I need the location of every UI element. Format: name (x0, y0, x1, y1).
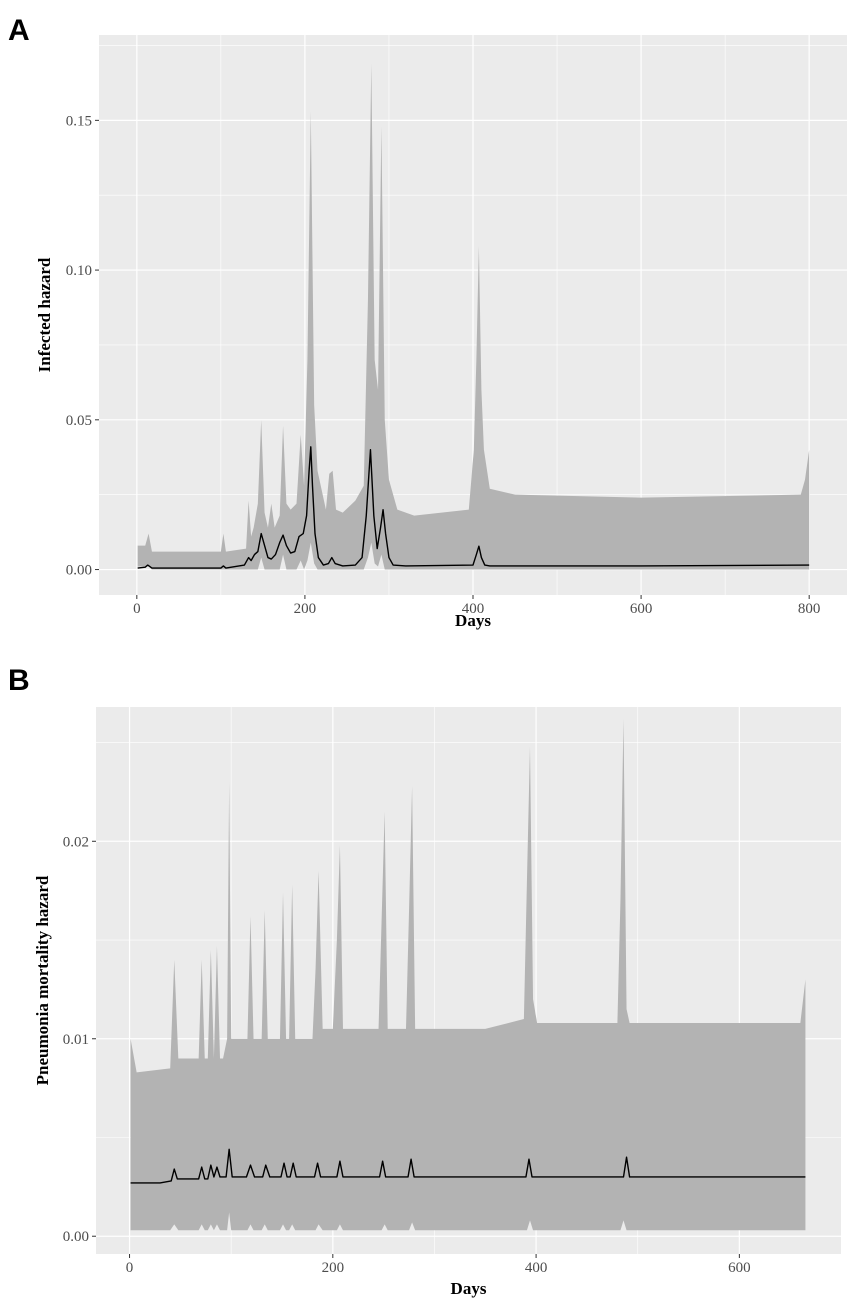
y-tick-label: 0.15 (66, 113, 92, 129)
panel-a-uncertainty-band (137, 63, 810, 570)
y-tick-label: 0.01 (63, 1032, 89, 1048)
panel-b-mean-line (130, 1148, 806, 1184)
x-tick-label: 200 (322, 1260, 345, 1276)
panel-b-uncertainty-band (130, 718, 806, 1231)
y-tick-label: 0.00 (66, 563, 92, 579)
panel-a: A 0 200 400 600 800 0.00 0.05 0.10 0.15 Days Inf… (8, 14, 847, 630)
panel-b: B 0 200 400 600 0.00 0.01 0.02 Days Pneumonia … (8, 664, 841, 1298)
x-tick-label: 0 (126, 1260, 134, 1276)
x-tick-label: 600 (728, 1260, 751, 1276)
y-tick-label: 0.00 (63, 1229, 89, 1245)
x-tick-label: 200 (294, 601, 317, 617)
x-tick-label: 400 (525, 1260, 548, 1276)
panel-b-label: B (8, 664, 30, 697)
x-tick-label: 600 (630, 601, 653, 617)
panel-a-x-axis-title: Days (455, 611, 491, 630)
y-tick-label: 0.10 (66, 263, 92, 279)
panel-b-ticks: 0 200 400 600 0.00 0.01 0.02 (63, 834, 751, 1276)
panel-a-mean-line (137, 446, 810, 569)
panel-a-label: A (8, 14, 30, 47)
y-tick-label: 0.05 (66, 413, 92, 429)
panel-b-y-axis-title: Pneumonia mortality hazard (33, 875, 52, 1085)
x-tick-label: 400 (462, 601, 485, 617)
panel-a-ticks: 0 200 400 600 800 0.00 0.05 0.10 0.15 (66, 113, 821, 617)
panel-a-y-axis-title: Infected hazard (35, 257, 54, 372)
x-tick-label: 800 (798, 601, 821, 617)
x-tick-label: 0 (133, 601, 141, 617)
panel-b-x-axis-title: Days (451, 1279, 487, 1298)
y-tick-label: 0.02 (63, 834, 89, 850)
